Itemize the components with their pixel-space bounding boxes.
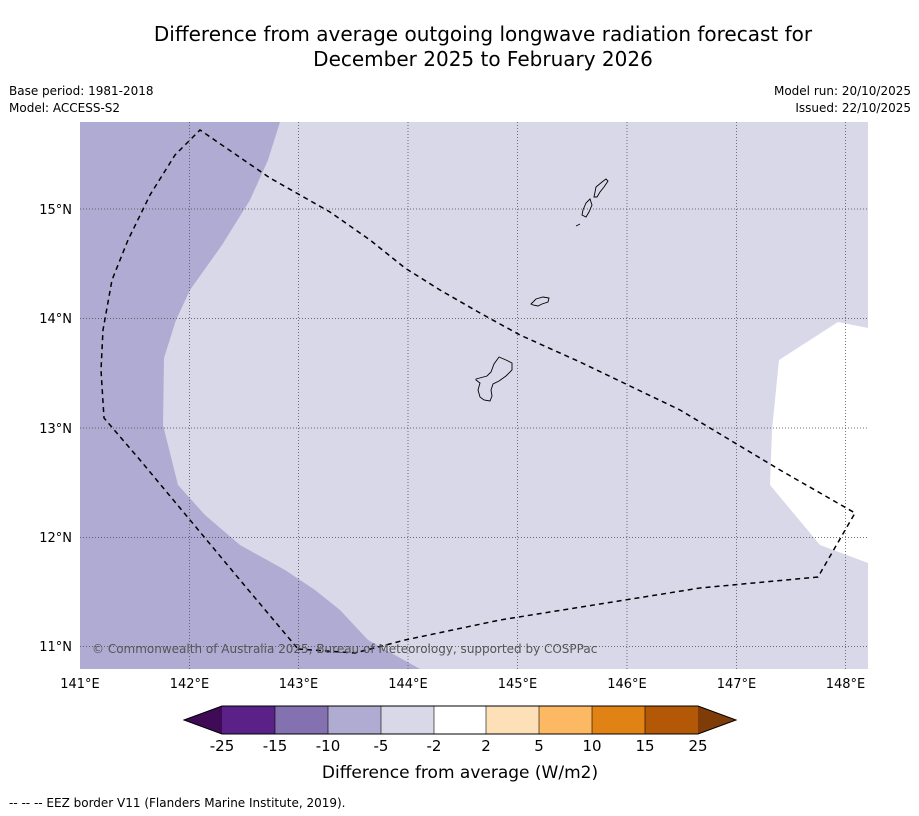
colorbar-tick: -5 xyxy=(374,737,389,755)
eez-border xyxy=(100,129,857,654)
colorbar-segment xyxy=(592,706,645,734)
colorbar-tick: 15 xyxy=(635,737,654,755)
colorbar-tick: 25 xyxy=(688,737,707,755)
island-small xyxy=(575,223,581,227)
lon-label: 146°E xyxy=(607,677,647,692)
anomaly-mid-purple-region xyxy=(80,122,420,669)
colorbar-segment xyxy=(222,706,275,734)
lat-labels: 15°N 14°N 13°N 12°N 11°N xyxy=(39,203,72,655)
island-pagan xyxy=(593,178,609,198)
lat-label: 14°N xyxy=(39,312,72,327)
colorbar-segment xyxy=(539,706,592,734)
eez-footnote: -- -- -- EEZ border V11 (Flanders Marine… xyxy=(9,796,346,810)
island-guam xyxy=(475,356,513,402)
island-alamagan xyxy=(581,198,593,218)
model-name: Model: ACCESS-S2 xyxy=(9,101,121,115)
colorbar-tick: -10 xyxy=(316,737,341,755)
lon-labels: 141°E 142°E 143°E 144°E 145°E 146°E 147°… xyxy=(60,677,865,692)
lat-label: 12°N xyxy=(39,531,72,546)
colorbar-segment xyxy=(486,706,539,734)
lon-label: 141°E xyxy=(60,677,100,692)
colorbar-tick: 5 xyxy=(534,737,544,755)
colorbar-ticks: -25 -15 -10 -5 -2 2 5 10 15 25 xyxy=(210,737,708,755)
colorbar-tick: 2 xyxy=(481,737,491,755)
lon-label: 145°E xyxy=(498,677,538,692)
map-area: © Commonwealth of Australia 2025, Bureau… xyxy=(80,122,868,669)
lat-label: 15°N xyxy=(39,203,72,218)
colorbar-extend-low xyxy=(184,706,222,734)
anomaly-neutral-region xyxy=(770,322,868,563)
colorbar-segment xyxy=(328,706,381,734)
colorbar-label: Difference from average (W/m2) xyxy=(322,763,598,783)
graticule xyxy=(80,122,868,669)
title-line-2: December 2025 to February 2026 xyxy=(313,47,653,71)
issued-date: Issued: 22/10/2025 xyxy=(795,101,911,115)
lon-label: 143°E xyxy=(279,677,319,692)
islands xyxy=(475,178,609,402)
colorbar-segment xyxy=(275,706,328,734)
lat-label: 13°N xyxy=(39,422,72,437)
colorbar-segment xyxy=(645,706,698,734)
colorbar: -25 -15 -10 -5 -2 2 5 10 15 25 Differenc… xyxy=(182,705,738,783)
model-run: Model run: 20/10/2025 xyxy=(773,84,911,98)
island-saipan-tinian xyxy=(530,296,550,307)
colorbar-dividers xyxy=(274,706,646,734)
colorbar-tick: -15 xyxy=(263,737,288,755)
title-line-1: Difference from average outgoing longwav… xyxy=(153,22,813,46)
colorbar-extend-high xyxy=(698,706,736,734)
colorbar-tick: -25 xyxy=(210,737,235,755)
map-title: Difference from average outgoing longwav… xyxy=(0,22,919,72)
base-period: Base period: 1981-2018 xyxy=(9,84,154,98)
lat-label: 11°N xyxy=(39,640,72,655)
lon-label: 148°E xyxy=(826,677,866,692)
meta-right: Model run: 20/10/2025 Issued: 22/10/2025 xyxy=(774,83,911,117)
lon-label: 147°E xyxy=(717,677,757,692)
colorbar-tick: -2 xyxy=(427,737,442,755)
lon-label: 144°E xyxy=(388,677,428,692)
colorbar-tick: 10 xyxy=(582,737,601,755)
meta-left: Base period: 1981-2018 Model: ACCESS-S2 xyxy=(9,83,154,117)
copyright-text: © Commonwealth of Australia 2025, Bureau… xyxy=(92,642,597,656)
colorbar-segment xyxy=(381,706,434,734)
lon-label: 142°E xyxy=(170,677,210,692)
colorbar-segment xyxy=(434,706,486,734)
colorbar-outline xyxy=(182,705,738,735)
